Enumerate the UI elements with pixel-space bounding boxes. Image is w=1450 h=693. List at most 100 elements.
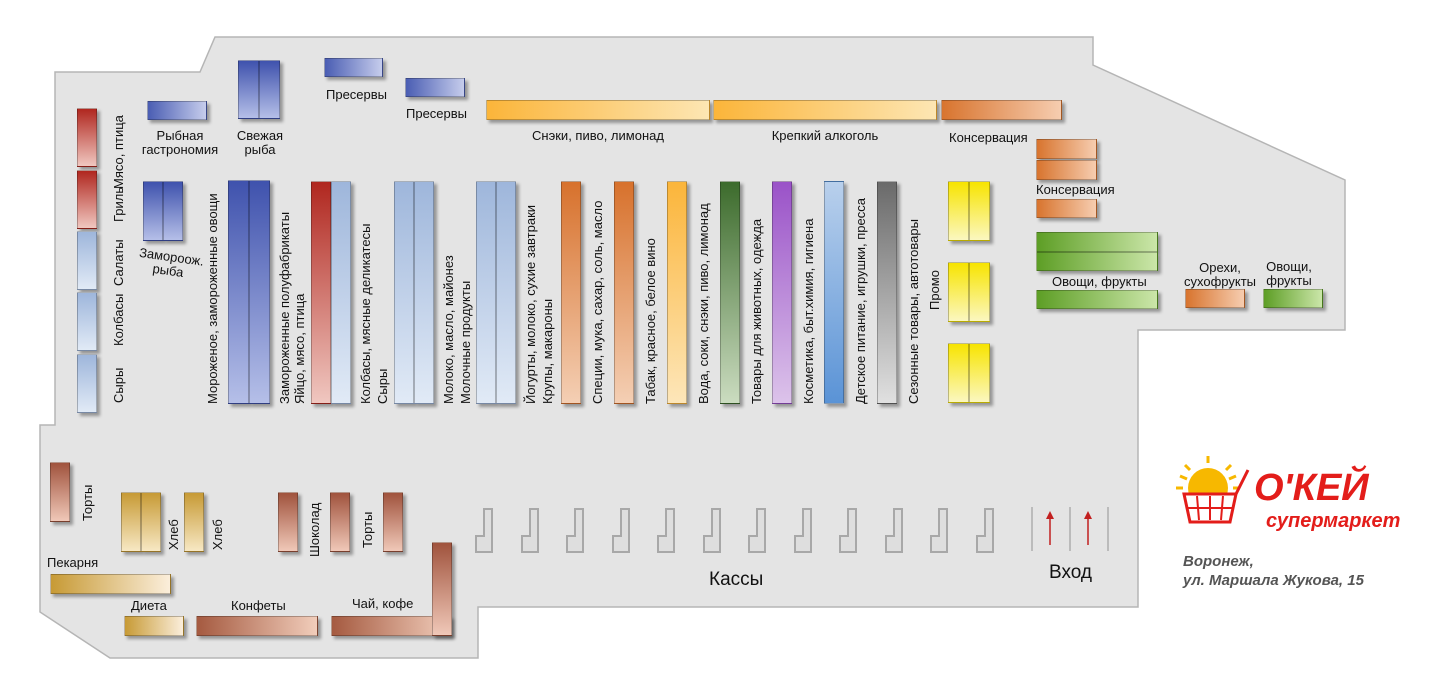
store-floor — [39, 36, 1346, 659]
shelf-preserves-2 — [405, 78, 465, 97]
label-spices: Специи, мука, сахар, соль, масло — [590, 200, 605, 404]
checkout-counter — [703, 508, 721, 553]
checkout-counter — [748, 508, 766, 553]
logo-text: О'КЕЙ — [1254, 464, 1369, 509]
label-grill: Гриль — [111, 186, 126, 222]
label-fish-gastronomy: Рыбная гастрономия — [141, 128, 219, 157]
checkout-counter — [976, 508, 994, 553]
shelf-bread-b — [141, 492, 161, 552]
okey-logo: О'КЕЙ супермаркет — [1176, 456, 1400, 532]
checkout-counter — [475, 508, 493, 553]
shelf-bakery — [50, 574, 171, 594]
label-ice-cream: Мороженое, замороженные овощи — [205, 193, 220, 404]
shelf-meat-poultry — [77, 108, 97, 167]
label-milk-butter: Молоко, масло, майонез — [441, 255, 456, 404]
label-groats-pasta: Крупы, макароны — [540, 298, 555, 404]
shelf-pet-goods — [772, 181, 792, 404]
shelf-frozen-fish-b — [163, 181, 183, 241]
label-salads: Салаты — [111, 239, 126, 286]
shelf-frozen-fish-a — [143, 181, 163, 241]
shelf-salads — [77, 231, 97, 290]
shelf-promo-3a — [948, 343, 969, 403]
checkout-counter — [885, 508, 903, 553]
checkout-counter — [930, 508, 948, 553]
shelf-candies — [196, 616, 318, 636]
shelf-snacks-beer — [486, 100, 710, 120]
label-candies: Конфеты — [231, 598, 286, 613]
shelf-promo-3b — [969, 343, 990, 403]
shelf-grill — [77, 170, 97, 229]
shelf-bread-c — [184, 492, 204, 552]
shelf-ice-cream-a — [228, 180, 249, 404]
checkout-counter — [521, 508, 539, 553]
label-meat-poultry: Мясо, птица — [111, 115, 126, 189]
shelf-sausages-deli-a — [311, 181, 331, 404]
shelf-cakes-1 — [50, 462, 70, 522]
shelf-yogurts-b — [496, 181, 516, 404]
checkout-counter — [612, 508, 630, 553]
label-preserves-2: Пресервы — [406, 106, 468, 121]
shelf-spices-2 — [614, 181, 634, 404]
shelf-chocolate — [278, 492, 298, 552]
shelf-diet — [124, 616, 184, 636]
shelf-preserves-1 — [324, 58, 383, 77]
checkout-counter — [566, 508, 584, 553]
shelf-veg-fruit-2 — [1263, 289, 1323, 308]
shelf-promo-2b — [969, 262, 990, 322]
shelf-promo-1a — [948, 181, 969, 241]
label-promo: Промо — [927, 270, 942, 310]
label-eggs-meat: Яйцо, мясо, птица — [292, 293, 307, 404]
checkout-counter — [657, 508, 675, 553]
shelf-tobacco-wine — [667, 181, 687, 404]
address-city: Воронеж, — [1183, 553, 1254, 570]
label-cosmetics: Косметика, быт.химия, гигиена — [801, 218, 816, 404]
label-frozen-semis: Замороженные полуфабрикаты — [277, 211, 292, 404]
shelf-ice-cream-b — [249, 180, 270, 404]
up-arrow-icon — [1084, 511, 1092, 545]
label-bread-1: Хлеб — [166, 519, 181, 550]
label-chocolate: Шоколад — [307, 502, 322, 557]
label-cakes-1: Торты — [80, 484, 95, 521]
label-fresh-fish: Свежая рыба — [236, 128, 284, 157]
shelf-tea-coffee-v — [432, 542, 452, 636]
label-cakes-2: Торты — [360, 511, 375, 548]
shelf-bread-a — [121, 492, 141, 552]
shelf-cakes-2b — [383, 492, 403, 552]
shelf-veg-fruit-b — [1036, 252, 1158, 271]
shelf-canned-top — [941, 100, 1062, 120]
shelf-strong-alcohol — [713, 100, 937, 120]
label-seasonal: Сезонные товары, автотовары — [906, 219, 921, 404]
label-preserves-1: Пресервы — [326, 87, 388, 102]
shelf-cakes-2a — [330, 492, 350, 552]
label-tobacco-wine: Табак, красное, белое вино — [643, 238, 658, 404]
shelf-milk-b — [414, 181, 434, 404]
shelf-cosmetics — [824, 181, 844, 404]
label-strong-alcohol: Крепкий алкоголь — [771, 128, 879, 143]
shelf-sausages-deli-b — [331, 181, 351, 404]
label-veg-fruit-2: Овощи, фрукты — [1266, 259, 1312, 288]
up-arrow-icon — [1046, 511, 1054, 545]
label-sausages: Колбасы — [111, 293, 126, 346]
logo-subtitle: супермаркет — [1266, 510, 1400, 532]
label-tea-coffee: Чай, кофе — [352, 596, 414, 611]
label-nuts-dried: Орехи, сухофрукты — [1184, 260, 1256, 289]
shelf-promo-1b — [969, 181, 990, 241]
shelf-fresh-fish-a — [238, 60, 259, 119]
label-yogurts: Йогурты, молоко, сухие завтраки — [523, 204, 538, 404]
label-cheeses-2: Сыры — [375, 368, 390, 404]
shelf-milk-a — [394, 181, 414, 404]
label-bread-2: Хлеб — [210, 519, 225, 550]
checkout-counter — [794, 508, 812, 553]
shelf-nuts-dried — [1185, 289, 1245, 308]
label-diet: Диета — [131, 598, 167, 613]
label-water-juice: Вода, соки, снэки, пиво, лимонад — [696, 203, 711, 404]
shelf-water-juice — [720, 181, 740, 404]
shelf-fresh-fish-b — [259, 60, 280, 119]
label-entrance: Вход — [1049, 562, 1092, 583]
label-cheeses: Сыры — [111, 367, 126, 403]
shelf-fish-gastronomy — [147, 101, 207, 120]
basket-icon — [1182, 469, 1250, 524]
shelf-spices — [561, 181, 581, 404]
shelf-veg-fruit-c — [1036, 290, 1158, 309]
